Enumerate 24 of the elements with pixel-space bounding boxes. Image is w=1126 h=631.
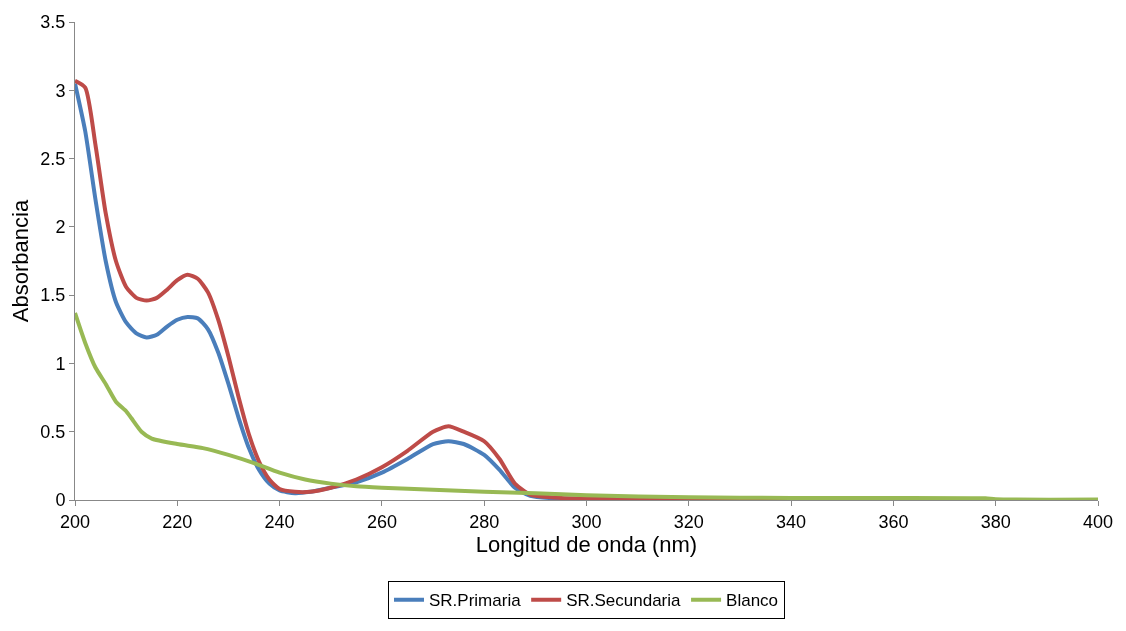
y-axis-title: Absorbancia	[8, 199, 34, 323]
y-tick-label: 3.5	[40, 12, 66, 33]
x-tick-label: 240	[264, 511, 295, 532]
y-tick-label: 0.5	[40, 422, 66, 443]
x-tick-label: 360	[878, 511, 909, 532]
x-tick-label: 220	[162, 511, 193, 532]
x-tick-label: 380	[980, 511, 1011, 532]
y-tick-label: 2	[55, 217, 66, 238]
x-tick-label: 340	[776, 511, 807, 532]
y-tick-label: 2.5	[40, 148, 66, 169]
y-tick-label: 3	[55, 80, 66, 101]
x-tick-label: 400	[1082, 511, 1114, 532]
legend-label: SR.Secundaria	[566, 591, 682, 611]
x-tick-label: 300	[571, 511, 602, 532]
x-axis-title: Longitud de onda (nm)	[475, 531, 698, 557]
y-tick-label: 1.5	[40, 285, 66, 306]
x-tick-label: 200	[59, 511, 91, 532]
y-tick-label: 1	[55, 353, 66, 374]
x-tick-label: 260	[366, 511, 397, 532]
x-tick-label: 320	[673, 511, 704, 532]
legend-label: SR.Primaria	[429, 591, 522, 611]
y-tick-label: 0	[55, 490, 66, 511]
x-tick-label: 280	[469, 511, 500, 532]
legend-label: Blanco	[726, 591, 779, 611]
